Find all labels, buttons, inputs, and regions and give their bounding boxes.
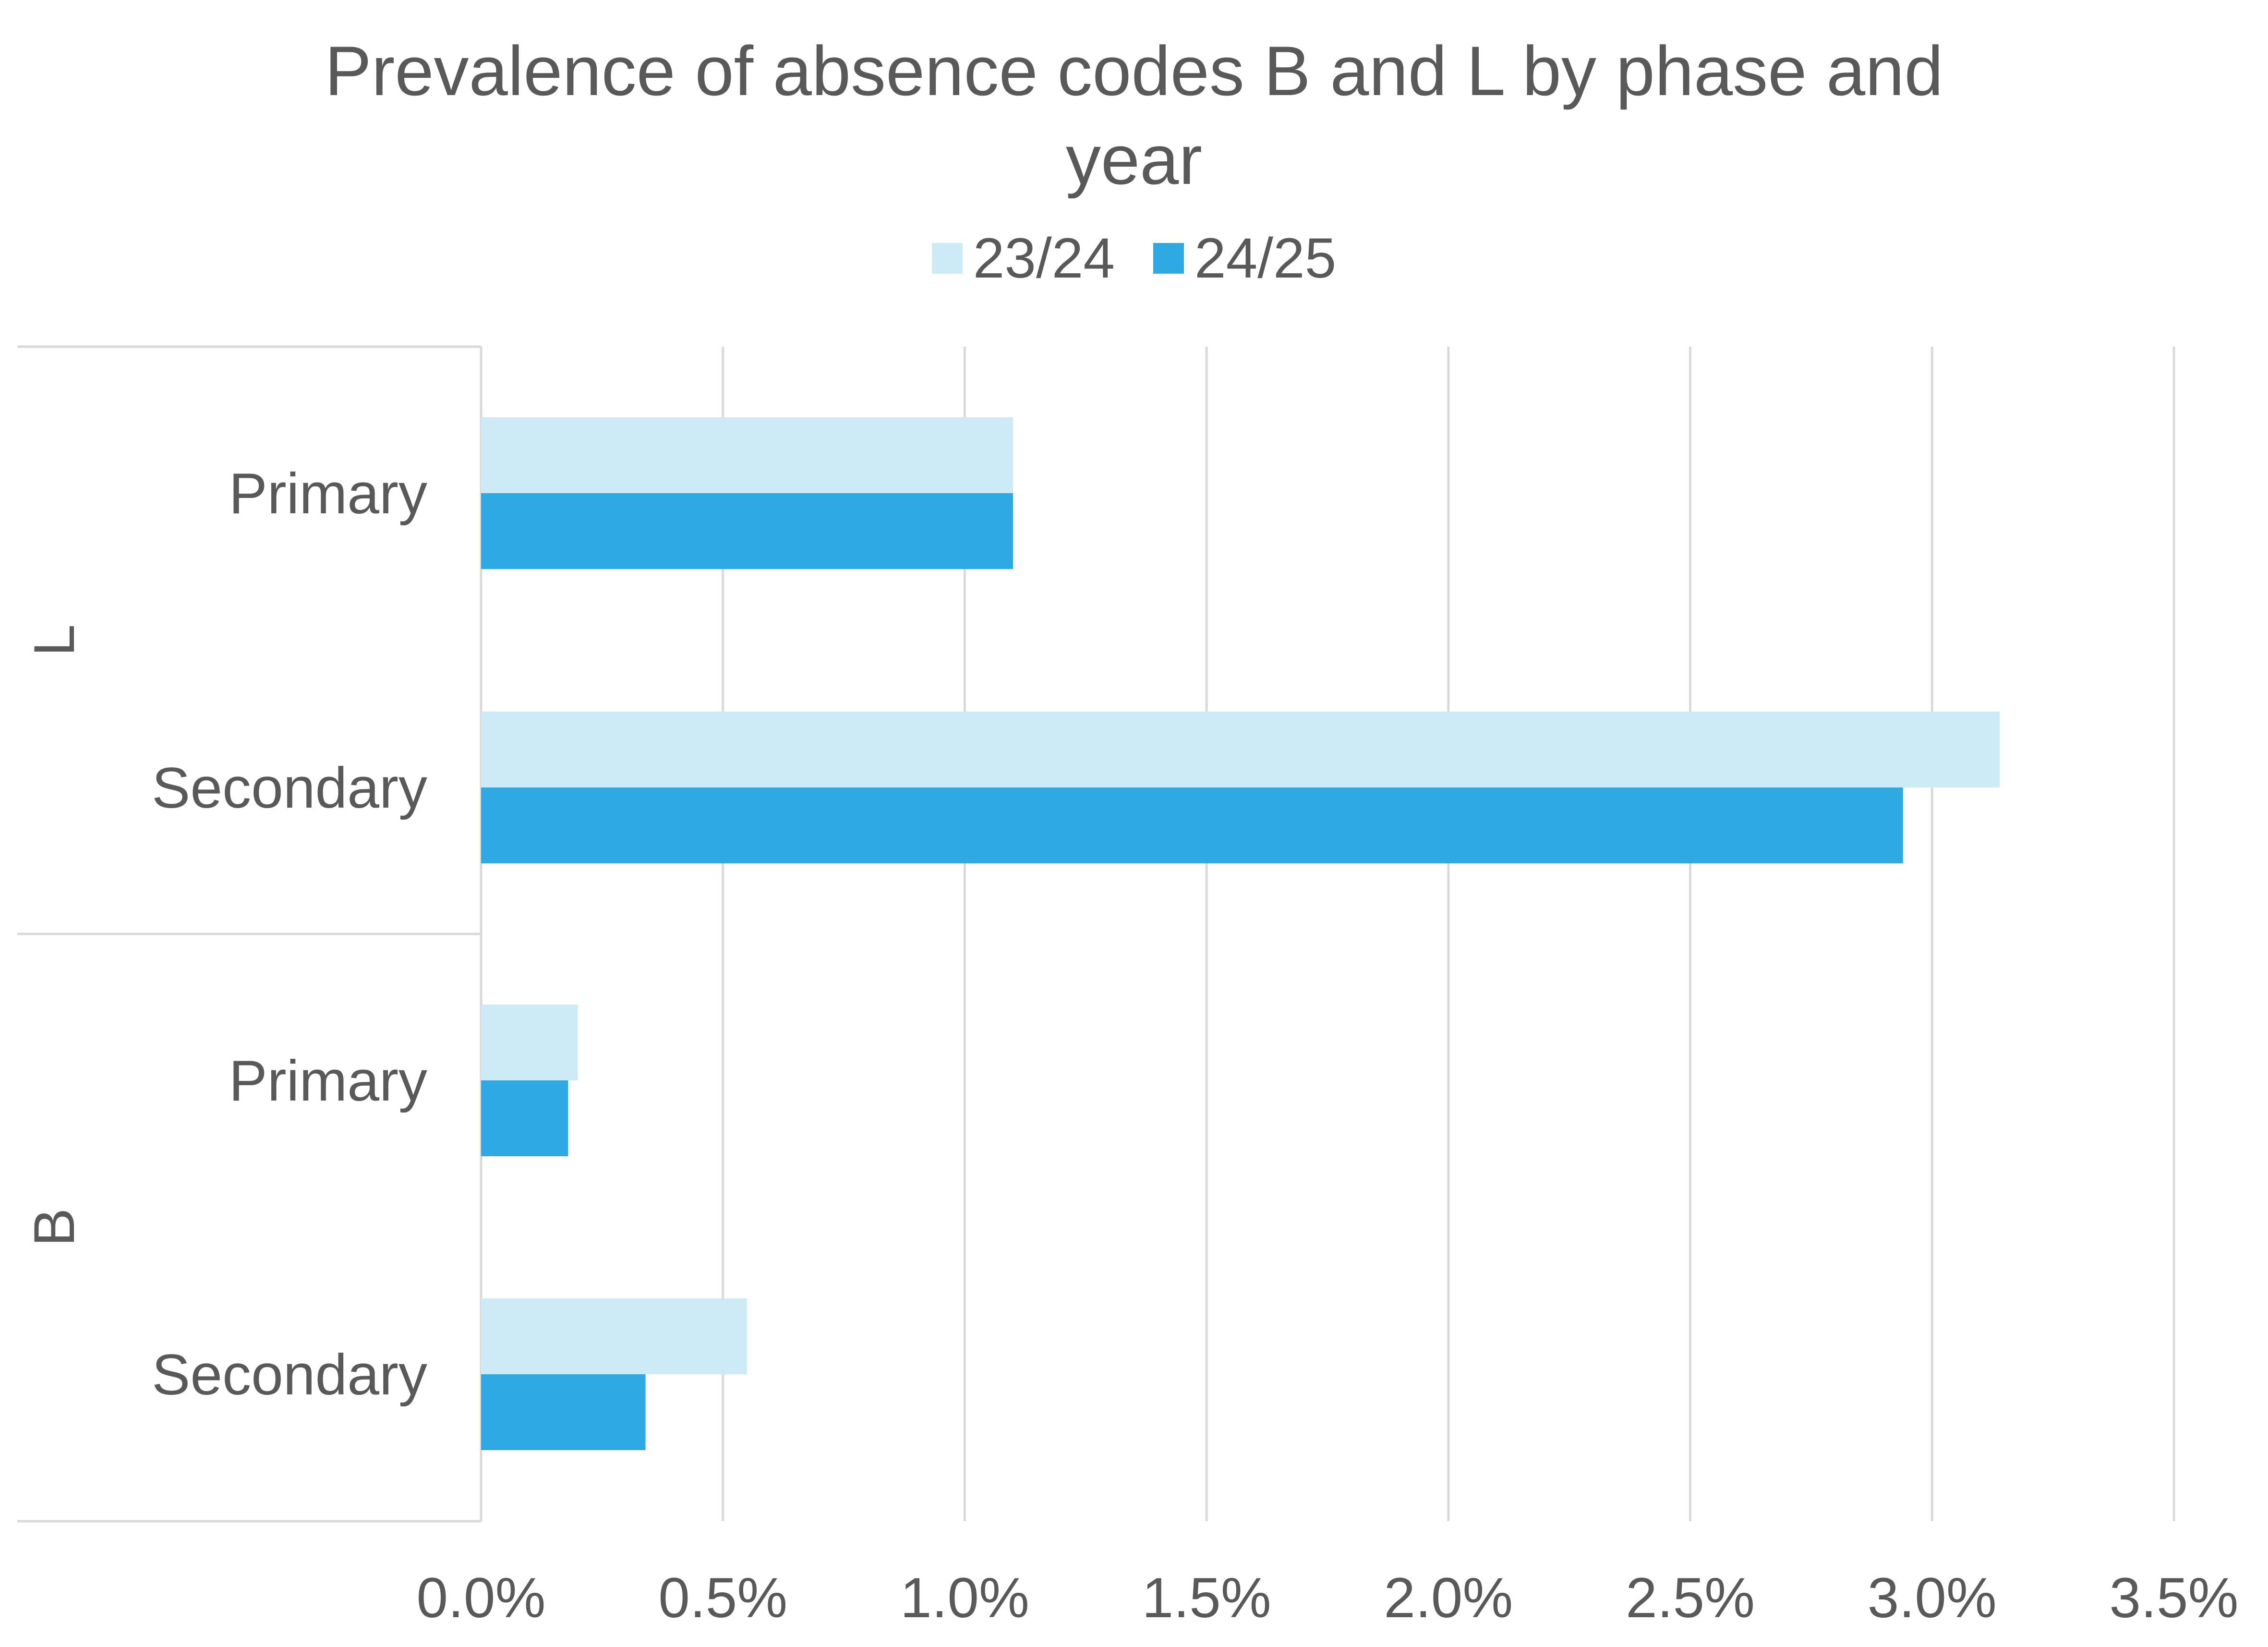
bar-l-primary-24-25 [481,493,1013,569]
group-label-l: L [22,624,86,656]
x-tick-label: 3.0% [1868,1566,1997,1630]
x-tick-label: 0.0% [417,1566,546,1630]
chart-title: Prevalence of absence codes B and L by p… [0,26,2268,204]
bar-b-primary-24-25 [481,1080,568,1156]
bar-l-secondary-23-24 [481,712,2000,787]
x-tick-label: 2.5% [1626,1566,1755,1630]
x-tick-label: 1.0% [900,1566,1029,1630]
legend-item-23-24: 23/24 [931,226,1115,291]
legend-item-24-25: 24/25 [1153,226,1336,291]
legend-swatch-23-24 [931,243,963,274]
chart-title-line-1: Prevalence of absence codes B and L by p… [325,32,1943,110]
legend-label-24-25: 24/25 [1194,227,1337,290]
legend-swatch-24-25 [1153,243,1184,274]
category-label-primary: Primary [229,461,427,526]
chart-title-line-2: year [1065,121,1202,199]
legend: 23/24 24/25 [0,226,2268,291]
bar-b-secondary-24-25 [481,1374,646,1450]
x-tick-label: 2.0% [1384,1566,1513,1630]
category-label-secondary: Secondary [152,756,427,820]
bar-l-secondary-24-25 [481,787,1903,863]
category-label-secondary: Secondary [152,1343,427,1407]
bar-b-secondary-23-24 [481,1298,748,1374]
category-label-primary: Primary [229,1049,427,1113]
bar-b-primary-23-24 [481,1005,578,1080]
legend-label-23-24: 23/24 [973,227,1115,290]
x-tick-label: 1.5% [1142,1566,1271,1630]
x-tick-label: 3.5% [2110,1566,2239,1630]
x-tick-label: 0.5% [658,1566,787,1630]
group-label-b: B [22,1208,86,1247]
bar-l-primary-23-24 [481,417,1013,493]
